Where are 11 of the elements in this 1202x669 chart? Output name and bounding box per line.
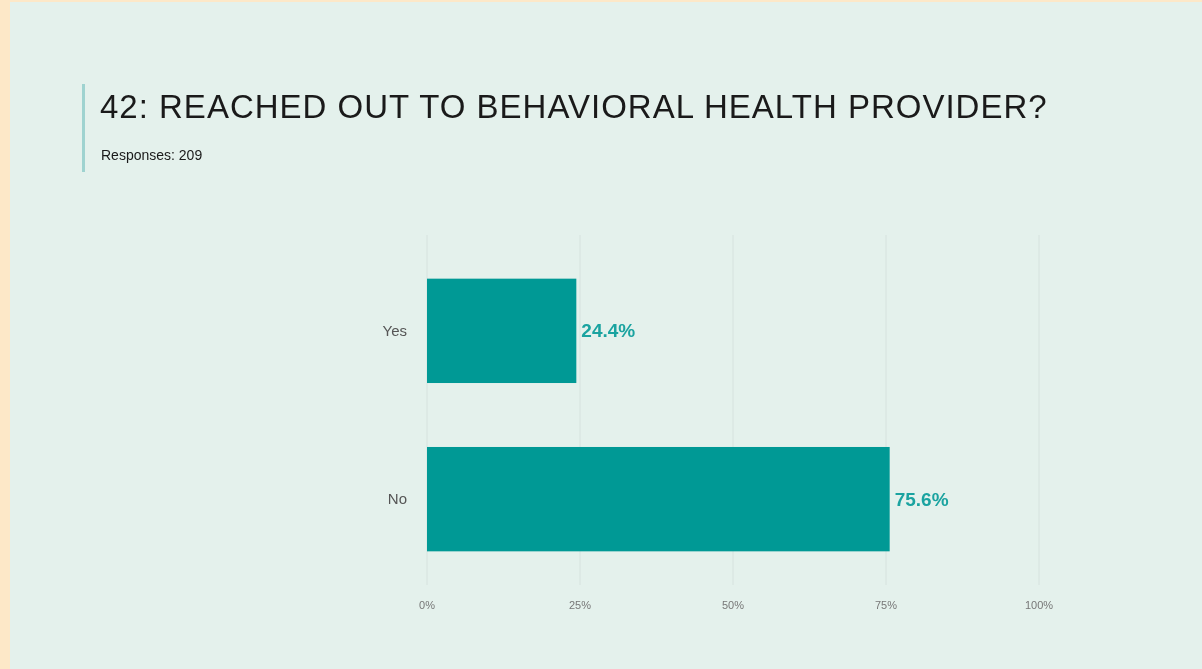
- data-label: 75.6%: [894, 488, 949, 510]
- x-tick-label: 100%: [1024, 599, 1054, 611]
- x-tick-label: 75%: [874, 599, 898, 611]
- x-tick-label: 25%: [568, 599, 592, 611]
- x-tick-label: 0%: [419, 599, 436, 611]
- text: Responses: 209: [101, 147, 203, 163]
- y-tick-label: No: [387, 490, 407, 508]
- y-tick-label: Yes: [382, 322, 407, 340]
- x-tick-label: 50%: [721, 599, 745, 611]
- data-label: 24.4%: [581, 320, 636, 342]
- chart-title: 42: REACHED OUT TO BEHAVIORAL HEALTH PROVIDER?: [100, 88, 1048, 125]
